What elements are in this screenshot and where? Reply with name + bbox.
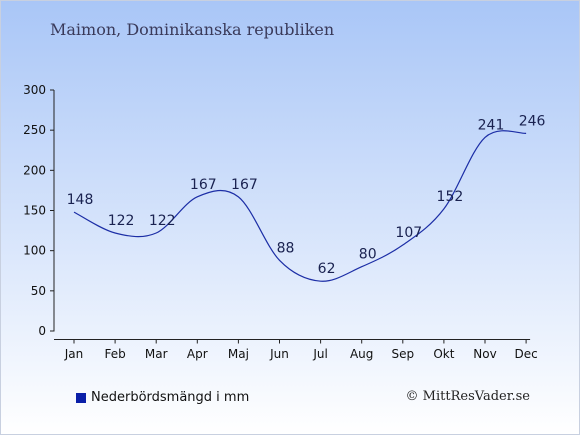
data-point <box>320 280 322 282</box>
data-point <box>114 232 116 234</box>
x-tick-label: Mar <box>145 347 168 361</box>
data-label: 167 <box>231 177 258 193</box>
chart-title: Maimon, Dominikanska republiken <box>50 20 335 39</box>
x-tick-label: Aug <box>350 347 373 361</box>
data-point <box>155 232 157 234</box>
data-point <box>361 266 363 268</box>
y-tick-label: 200 <box>23 163 46 177</box>
x-tick-label: Nov <box>473 347 496 361</box>
data-label: 152 <box>437 189 464 205</box>
legend-label: Nederbördsmängd i mm <box>91 390 250 405</box>
x-tick-label: Sep <box>391 347 414 361</box>
data-label: 62 <box>318 261 336 277</box>
y-tick-label: 300 <box>23 83 46 97</box>
legend-swatch <box>76 392 86 403</box>
y-tick-label: 100 <box>23 244 46 258</box>
data-point <box>237 196 239 198</box>
data-label: 122 <box>108 213 135 229</box>
data-label: 122 <box>149 213 176 229</box>
x-tick-label: Jan <box>64 347 84 361</box>
data-label: 241 <box>478 117 505 133</box>
y-tick-label: 250 <box>23 123 46 137</box>
y-tick-label: 50 <box>31 284 46 298</box>
x-tick-label: Jun <box>269 347 289 361</box>
data-point <box>279 259 281 261</box>
series-line <box>73 130 527 282</box>
x-tick-label: Feb <box>104 347 125 361</box>
x-tick-label: Dec <box>514 347 537 361</box>
legend: Nederbördsmängd i mm <box>76 390 249 405</box>
data-label: 167 <box>190 177 217 193</box>
x-tick-label: Jul <box>312 347 327 361</box>
x-tick-label: Okt <box>433 347 454 361</box>
x-tick-label: Apr <box>187 347 208 361</box>
data-point <box>73 211 75 213</box>
data-point <box>402 244 404 246</box>
y-tick-label: 150 <box>23 204 46 218</box>
x-tick-label: Maj <box>228 347 249 361</box>
data-point <box>196 196 198 198</box>
data-label: 246 <box>519 113 546 129</box>
y-tick-label: 0 <box>38 324 46 338</box>
credit-text: © MittResVader.se <box>405 389 530 404</box>
data-label: 88 <box>277 240 295 256</box>
data-point <box>525 132 527 134</box>
data-label: 107 <box>395 225 422 241</box>
data-point <box>443 208 445 210</box>
data-label: 80 <box>359 247 377 263</box>
data-label: 148 <box>67 192 94 208</box>
data-point <box>484 136 486 138</box>
